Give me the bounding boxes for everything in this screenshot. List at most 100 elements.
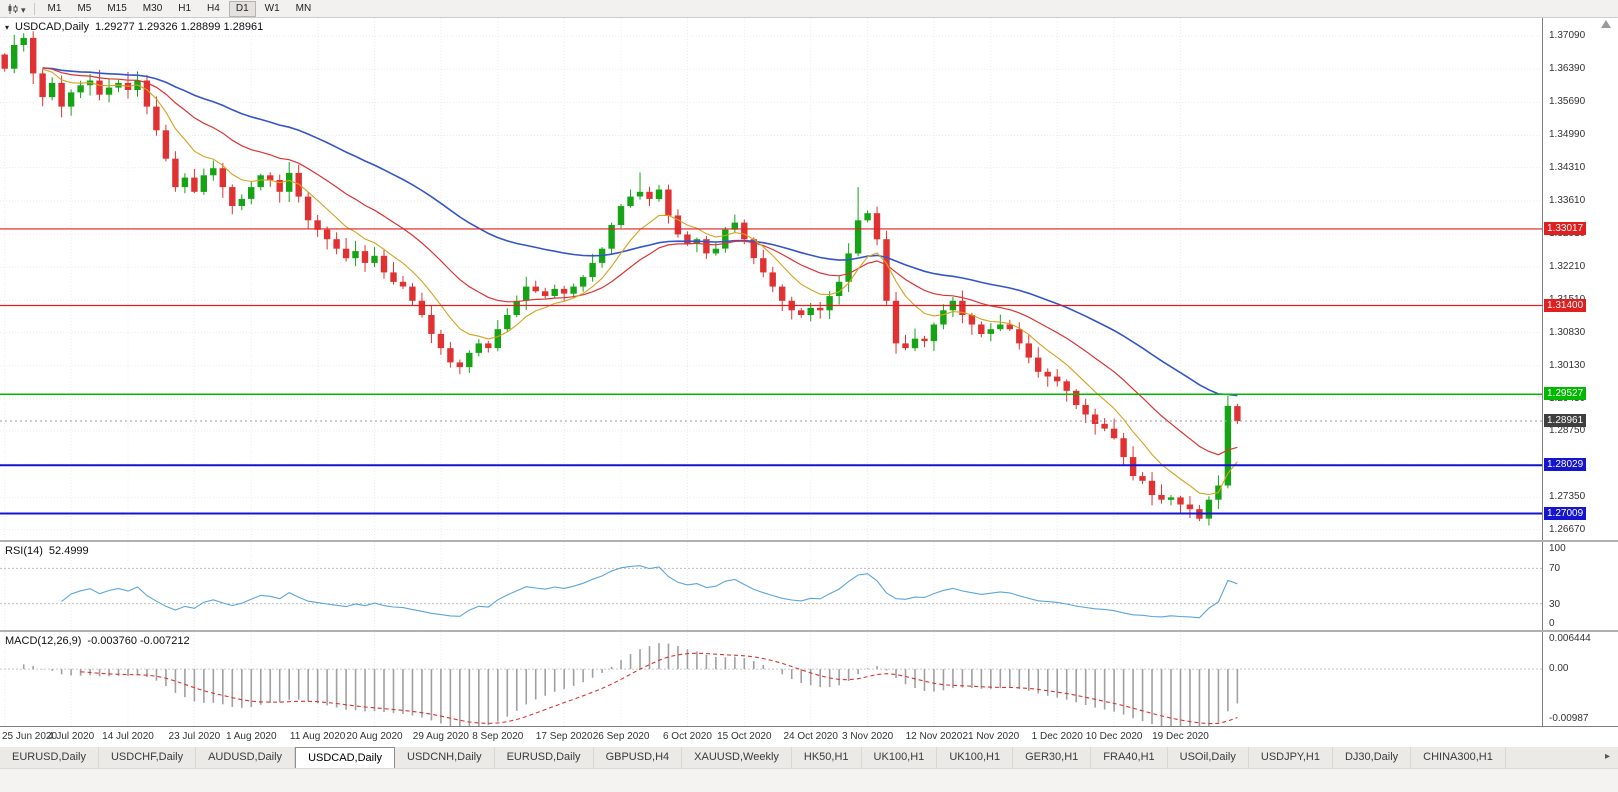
- timeframe-button-m1[interactable]: M1: [41, 1, 69, 17]
- candlestick-series: [1, 31, 1241, 526]
- chart-tab-usoil-daily[interactable]: USOil,Daily: [1168, 747, 1249, 769]
- chart-tab-hk50-h1[interactable]: HK50,H1: [792, 747, 862, 769]
- rsi-canvas[interactable]: [0, 542, 1543, 630]
- macd-indicator-panel: MACD(12,26,9) -0.003760 -0.007212 0.0064…: [0, 632, 1618, 726]
- level-price-badge: 1.29527: [1544, 387, 1587, 401]
- status-bar: [0, 768, 1618, 792]
- chart-collapse-icon[interactable]: [5, 21, 9, 33]
- level-price-badge: 1.33017: [1544, 221, 1587, 235]
- price-tick-label: 1.34310: [1549, 161, 1586, 173]
- macd-histogram: [22, 643, 1239, 726]
- date-tick-label: 3 Nov 2020: [842, 731, 894, 742]
- date-tick-label: 23 Jul 2020: [168, 731, 221, 742]
- current-price-badge: 1.28961: [1544, 414, 1587, 428]
- chart-tab-audusd-daily[interactable]: AUDUSD,Daily: [196, 747, 296, 769]
- chart-tab-bar: EURUSD,Daily USDCHF,Daily AUDUSD,Daily USDC…: [0, 746, 1618, 769]
- ma-slow-line[interactable]: [42, 67, 1238, 397]
- time-scale[interactable]: 25 Jun 2020 4 Jul 2020 14 Jul 2020 23 Jul 2…: [0, 726, 1618, 747]
- rsi-scale[interactable]: 100 70 30 0: [1542, 542, 1618, 630]
- scroll-anchor-icon[interactable]: [1601, 20, 1611, 28]
- date-tick-label: 4 Jul 2020: [48, 731, 95, 742]
- date-tick-label: 29 Aug 2020: [412, 731, 469, 742]
- rsi-tick-label: 30: [1549, 598, 1561, 610]
- macd-canvas[interactable]: [0, 632, 1543, 726]
- chart-tab-usdcnh-daily[interactable]: USDCNH,Daily: [395, 747, 495, 769]
- date-tick-label: 19 Dec 2020: [1152, 731, 1209, 742]
- rsi-value-label: 52.4999: [48, 545, 89, 557]
- price-tick-label: 1.27350: [1549, 491, 1586, 503]
- date-tick-label: 20 Aug 2020: [346, 731, 403, 742]
- chart-type-button[interactable]: [4, 0, 29, 19]
- chart-tab-xauusd-weekly[interactable]: XAUUSD,Weekly: [682, 747, 792, 769]
- timeframe-button-mn[interactable]: MN: [289, 1, 319, 17]
- rsi-tick-label: 100: [1549, 543, 1566, 554]
- price-tick-label: 1.30830: [1549, 326, 1586, 338]
- date-tick-label: 1 Dec 2020: [1031, 731, 1083, 742]
- chart-tab-usdchf-daily[interactable]: USDCHF,Daily: [99, 747, 197, 769]
- chart-tab-china300-h1[interactable]: CHINA300,H1: [1411, 747, 1506, 769]
- ma-medium-line[interactable]: [42, 67, 1238, 456]
- rsi-name-label: RSI(14): [5, 545, 43, 557]
- price-chart-panel: USDCAD,Daily 1.29277 1.29326 1.28899 1.2…: [0, 18, 1618, 540]
- date-tick-label: 8 Sep 2020: [472, 731, 524, 742]
- timeframe-button-h1[interactable]: H1: [171, 1, 198, 17]
- chart-tab-uk100-h1[interactable]: UK100,H1: [862, 747, 938, 769]
- chart-tab-usdjpy-h1[interactable]: USDJPY,H1: [1249, 747, 1333, 769]
- macd-tick-label: 0.00: [1549, 663, 1569, 675]
- timeframe-button-m5[interactable]: M5: [70, 1, 98, 17]
- chart-tab-eurusd-daily[interactable]: EURUSD,Daily: [0, 747, 99, 769]
- timeframe-button-m30[interactable]: M30: [136, 1, 169, 17]
- chart-tab-fra40-h1[interactable]: FRA40,H1: [1091, 747, 1168, 769]
- rsi-tick-label: 70: [1549, 563, 1561, 575]
- chart-tab-eurusd-daily[interactable]: EURUSD,Daily: [495, 747, 594, 769]
- chart-tab-uk100-h1[interactable]: UK100,H1: [937, 747, 1014, 769]
- panel-divider[interactable]: [0, 540, 1618, 542]
- rsi-tick-label: 0: [1549, 618, 1555, 629]
- price-tick-label: 1.33610: [1549, 194, 1586, 206]
- price-scale[interactable]: 1.37090 1.36390 1.35690 1.34990 1.34310 1.336…: [1542, 18, 1618, 540]
- rsi-indicator-panel: RSI(14) 52.4999 100 70 30 0: [0, 542, 1618, 630]
- ohlc-values: 1.29277 1.29326 1.28899 1.28961: [94, 21, 264, 33]
- symbol-period-label: USDCAD,Daily: [15, 21, 89, 33]
- price-chart-canvas[interactable]: [0, 18, 1543, 540]
- macd-tick-label: -0.00987: [1549, 713, 1589, 724]
- price-tick-label: 1.34990: [1549, 129, 1586, 141]
- chart-tab-list: EURUSD,Daily USDCHF,Daily AUDUSD,Daily USDC…: [0, 747, 1506, 769]
- price-tick-label: 1.26670: [1549, 523, 1586, 535]
- timeframe-button-h4[interactable]: H4: [200, 1, 227, 17]
- chevron-down-icon: [21, 0, 26, 18]
- chart-tab-gbpusd-h4[interactable]: GBPUSD,H4: [594, 747, 683, 769]
- rsi-line: [61, 565, 1238, 619]
- chart-tab-usdcad-daily[interactable]: USDCAD,Daily: [295, 747, 396, 769]
- level-price-badge: 1.27009: [1544, 506, 1587, 520]
- date-tick-label: 24 Oct 2020: [783, 731, 838, 742]
- date-tick-label: 25 Jun 2020: [2, 731, 58, 742]
- timeframe-button-m15[interactable]: M15: [100, 1, 133, 17]
- date-tick-label: 6 Oct 2020: [662, 731, 712, 742]
- macd-name-label: MACD(12,26,9): [5, 635, 82, 647]
- timeframe-button-d1[interactable]: D1: [228, 0, 256, 17]
- horizontal-level-lines[interactable]: [0, 228, 1543, 515]
- price-tick-label: 1.28750: [1549, 425, 1586, 437]
- date-tick-label: 1 Aug 2020: [225, 731, 277, 742]
- price-grid: [0, 18, 1543, 540]
- macd-scale[interactable]: 0.006444 0.00 -0.00987: [1542, 632, 1618, 726]
- price-tick-label: 1.32210: [1549, 261, 1586, 273]
- chevron-right-icon[interactable]: ▸: [1604, 751, 1610, 762]
- date-tick-label: 21 Nov 2020: [962, 731, 1020, 742]
- timeframe-button-w1[interactable]: W1: [258, 1, 287, 17]
- date-tick-label: 14 Jul 2020: [102, 731, 154, 742]
- toolbar-separator: [33, 2, 35, 15]
- price-tick-label: 1.30130: [1549, 359, 1586, 371]
- chart-title: USDCAD,Daily 1.29277 1.29326 1.28899 1.2…: [5, 21, 263, 33]
- panel-divider[interactable]: [0, 630, 1618, 632]
- ma-fast-line[interactable]: [42, 68, 1238, 496]
- chart-tab-dj30-daily[interactable]: DJ30,Daily: [1333, 747, 1412, 769]
- date-tick-label: 11 Aug 2020: [289, 731, 346, 742]
- chart-tab-ger30-h1[interactable]: GER30,H1: [1013, 747, 1092, 769]
- date-tick-label: 12 Nov 2020: [905, 731, 963, 742]
- date-tick-label: 17 Sep 2020: [535, 731, 593, 742]
- rsi-title: RSI(14) 52.4999: [5, 545, 89, 557]
